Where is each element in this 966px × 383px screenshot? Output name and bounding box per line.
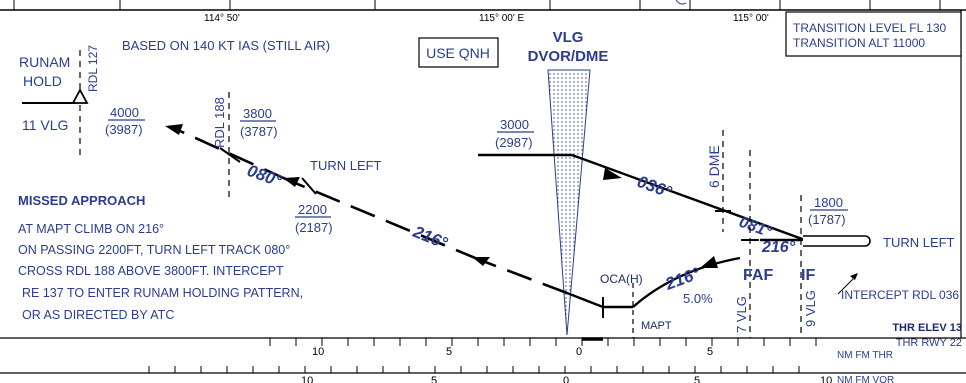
alt-1800-sub: (1787)	[808, 212, 846, 227]
missed-approach-title: MISSED APPROACH	[18, 193, 145, 208]
lon-label-2: 115° 00' E	[479, 13, 525, 24]
runam-hold-label: HOLD	[23, 73, 62, 89]
runam-fix-triangle	[71, 88, 89, 104]
scale-vor-tick-10r: 10	[820, 375, 832, 383]
lon-label-3: 115° 00'	[733, 13, 769, 24]
rdl188-tick	[219, 147, 241, 163]
missed-approach-path	[179, 129, 568, 295]
runam-radial: RDL 127	[86, 45, 100, 92]
missed-line-5: OR AS DIRECTED BY ATC	[22, 308, 174, 322]
turn-left-label-2: TURN LEFT	[883, 235, 955, 250]
thr-elev: THR ELEV 13	[892, 322, 962, 334]
missed-arrow-3	[165, 124, 183, 135]
vlg9-label: 9 VLG	[803, 290, 818, 327]
scale-vor-tick-5r: 5	[694, 375, 700, 383]
alt-2200-sub: (2187)	[295, 220, 333, 235]
transition-level: TRANSITION LEVEL FL 130	[793, 21, 946, 35]
scale-vor-label: NM FM VOR	[837, 375, 894, 383]
scale-vor-ticks	[148, 366, 800, 373]
oca-label: OCA(H)	[600, 272, 643, 286]
initial-arrow	[603, 168, 622, 180]
rdl188-label: RDL 188	[212, 97, 227, 148]
alt-3800-sub: (3787)	[240, 124, 278, 139]
transition-alt: TRANSITION ALT 11000	[793, 36, 925, 50]
turn-left-label-1: TURN LEFT	[310, 158, 382, 173]
intercept-pointer-head	[850, 273, 858, 280]
top-scale-ticks	[13, 0, 941, 10]
scale-vor-tick-10l: 10	[301, 375, 313, 383]
transition-box	[785, 11, 962, 57]
turn-left-tick	[301, 177, 317, 195]
scale-thr-tick-0: 0	[576, 346, 582, 358]
track-080: 080°	[245, 161, 285, 191]
if-label: IF	[801, 267, 815, 284]
missed-line-4: RE 137 TO ENTER RUNAM HOLDING PATTERN,	[22, 286, 303, 300]
track-036: 036°	[635, 172, 675, 202]
runam-hold-dist: 11 VLG	[22, 117, 68, 133]
intercept-pointer	[837, 275, 857, 295]
missed-line-1: AT MAPT CLIMB ON 216°	[18, 222, 164, 236]
vor-cone	[547, 69, 591, 336]
scale-thr-tick-5l: 5	[446, 346, 452, 358]
alt-2200: 2200	[298, 202, 327, 217]
mapt-climb-join	[566, 291, 604, 309]
alt-4000-sub: (3987)	[105, 122, 143, 137]
initial-segment-desc	[571, 153, 806, 242]
dme6-label: 6 DME	[706, 145, 722, 188]
navaid-ident: VLG	[553, 29, 584, 46]
final-descent	[632, 256, 741, 308]
missed-line-3: CROSS RDL 188 ABOVE 3800FT. INTERCEPT	[18, 264, 284, 278]
scale-thr-tick-5r: 5	[707, 346, 713, 358]
gradient-label: 5.0%	[683, 291, 713, 306]
mapt-label: MAPT	[641, 320, 672, 332]
missed-arrow-1	[472, 257, 490, 266]
scale-thr-label: NM FM THR	[837, 350, 893, 361]
lon-label-1: 114° 50'	[204, 13, 240, 24]
scale-vor-tick-5l: 5	[431, 375, 437, 383]
alt-3800: 3800	[243, 106, 272, 121]
vlg7-label: 7 VLG	[734, 296, 749, 333]
intercept-label: INTERCEPT RDL 036	[841, 288, 959, 302]
track-216-final: 216°	[761, 239, 796, 256]
scale-thr-tick-10: 10	[312, 346, 324, 358]
alt-3000-sub: (2987)	[495, 135, 533, 150]
missed-line-2: ON PASSING 2200FT, TURN LEFT TRACK 080°	[18, 243, 290, 257]
navaid-type: DVOR/DME	[528, 48, 609, 65]
alt-3000: 3000	[500, 117, 529, 132]
faf-label: FAF	[743, 267, 773, 284]
runway-outline	[803, 235, 871, 247]
final-arrow	[700, 256, 718, 268]
use-qnh-box	[418, 37, 499, 68]
use-qnh-text: USE QNH	[426, 45, 490, 61]
top-coastline	[675, 0, 687, 5]
missed-arrow-2	[283, 177, 300, 187]
track-216-missed: 216°	[410, 222, 451, 253]
track-081: 081°	[737, 214, 774, 241]
runam-hold-name: RUNAM	[19, 54, 70, 70]
scale-thr-ticks	[269, 338, 817, 346]
alt-1800: 1800	[814, 195, 843, 210]
alt-4000: 4000	[110, 105, 139, 120]
track-216-climb: 216°	[662, 264, 703, 294]
scale-vor-tick-0: 0	[563, 375, 569, 383]
based-on-note: BASED ON 140 KT IAS (STILL AIR)	[122, 38, 330, 53]
thr-rwy: THR RWY 22	[896, 337, 962, 349]
